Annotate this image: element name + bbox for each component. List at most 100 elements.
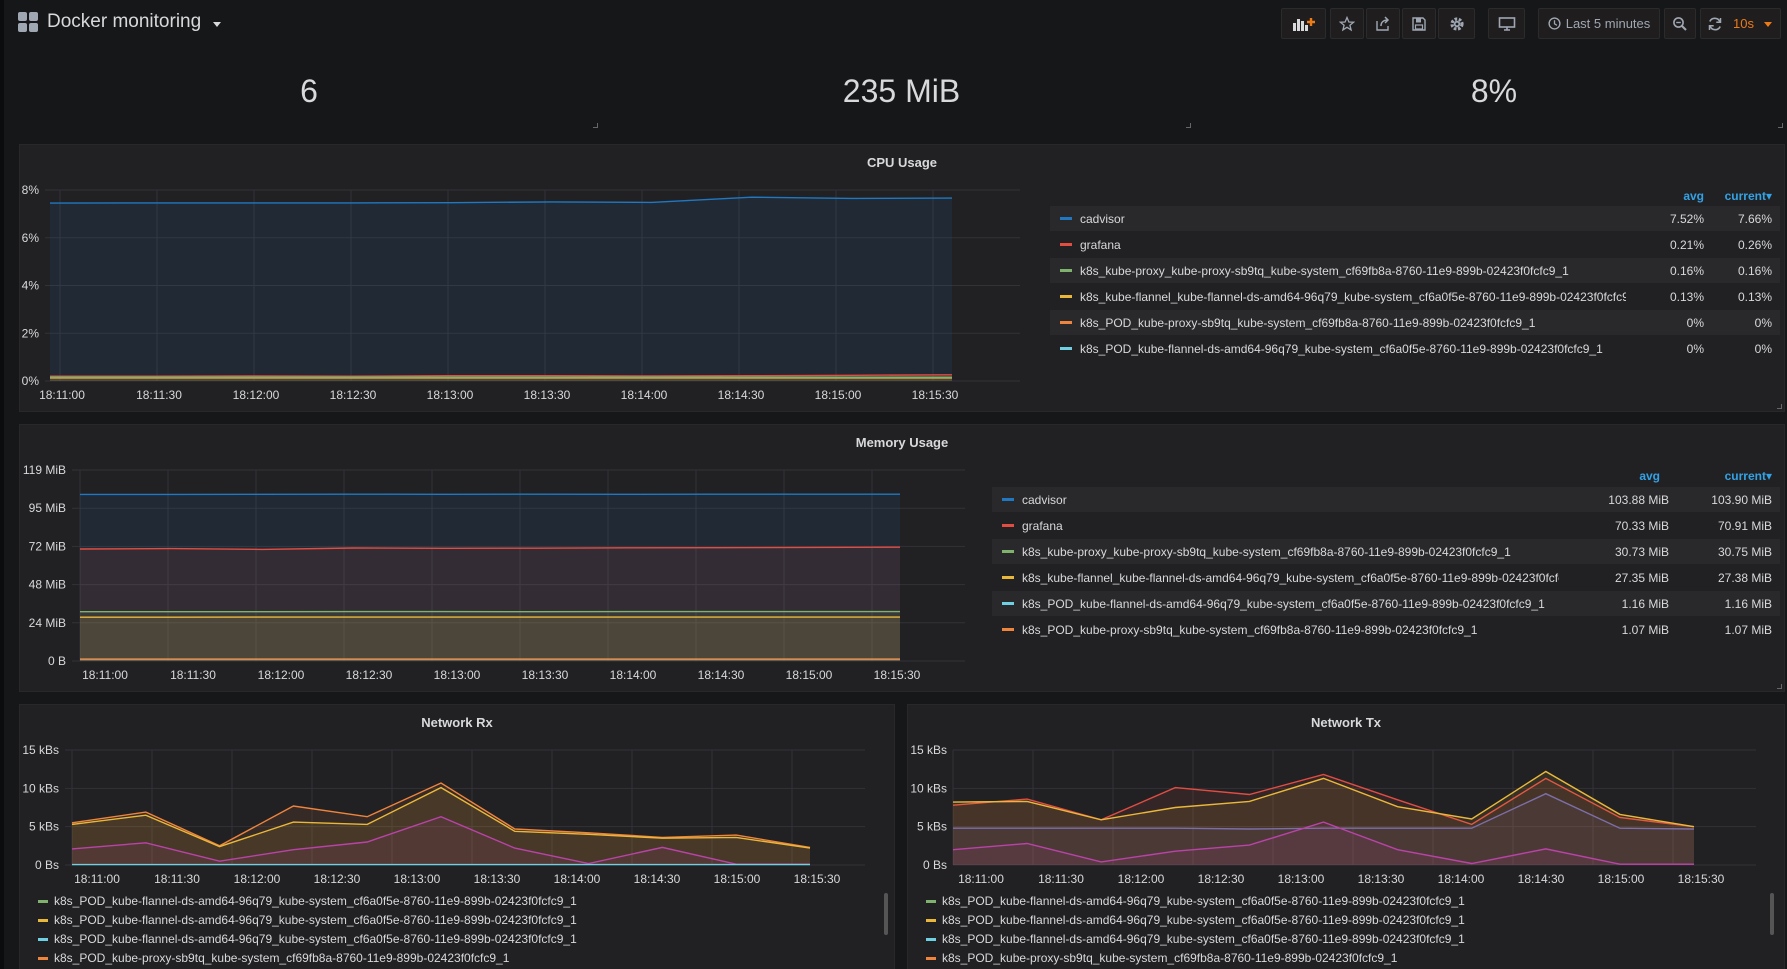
legend-item[interactable]: k8s_POD_kube-flannel-ds-amd64-96q79_kube… — [38, 892, 577, 910]
resize-handle[interactable] — [1777, 404, 1782, 409]
panel-title[interactable]: Network Tx — [1310, 715, 1382, 730]
network-tx-graph[interactable]: 0 Bs 5 kBs 10 kBs 15 kBs 18:11:00 18:11:30 18:… — [908, 705, 1786, 905]
series-current: 1.16 MiB — [1724, 596, 1772, 611]
legend-item[interactable]: k8s_POD_kube-flannel-ds-amd64-96q79_kube… — [926, 911, 1465, 929]
series-color-swatch[interactable] — [1002, 576, 1014, 579]
series-color-swatch[interactable] — [38, 899, 48, 903]
series-color-swatch[interactable] — [1002, 524, 1014, 527]
legend-sort-current[interactable]: current▾ — [1724, 469, 1772, 483]
panel-title[interactable]: Network Rx — [421, 715, 493, 730]
share-dashboard-button[interactable] — [1366, 8, 1400, 39]
legend-row[interactable]: k8s_kube-flannel_kube-flannel-ds-amd64-9… — [1050, 284, 1780, 309]
series-name[interactable]: grafana — [1080, 237, 1121, 252]
legend-row[interactable]: grafana 70.33 MiB 70.91 MiB — [992, 513, 1780, 538]
series-name[interactable]: k8s_POD_kube-flannel-ds-amd64-96q79_kube… — [942, 932, 1465, 946]
x-tick-label: 18:15:30 — [794, 872, 841, 886]
series-name[interactable]: cadvisor — [1080, 211, 1125, 226]
refresh-picker[interactable]: 10s — [1700, 8, 1781, 39]
legend-scrollbar[interactable] — [1770, 893, 1774, 935]
legend-row[interactable]: k8s_kube-proxy_kube-proxy-sb9tq_kube-sys… — [992, 539, 1780, 564]
legend-sort-avg[interactable]: avg — [1683, 189, 1704, 203]
panel-title[interactable]: Memory Usage — [855, 435, 949, 450]
cpu-usage-graph[interactable]: 0% 2% 4% 6% 8% 18:11:00 18:11:30 18:12:00 18:12:… — [20, 145, 1040, 413]
series-color-swatch[interactable] — [1060, 321, 1072, 324]
time-range-picker[interactable]: Last 5 minutes — [1538, 8, 1660, 39]
legend-row[interactable]: cadvisor 103.88 MiB 103.90 MiB — [992, 487, 1780, 512]
series-name[interactable]: k8s_POD_kube-flannel-ds-amd64-96q79_kube… — [54, 932, 577, 946]
series-avg: 1.07 MiB — [1621, 622, 1669, 637]
series-color-swatch[interactable] — [926, 956, 936, 960]
series-color-swatch[interactable] — [38, 918, 48, 922]
series-color-swatch[interactable] — [1060, 217, 1072, 220]
series-name[interactable]: k8s_POD_kube-proxy-sb9tq_kube-system_cf6… — [1080, 315, 1536, 330]
resize-handle[interactable] — [1778, 123, 1783, 128]
y-tick-label: 24 MiB — [29, 616, 66, 630]
series-color-swatch[interactable] — [1060, 269, 1072, 272]
series-color-swatch[interactable] — [38, 956, 48, 960]
series-name[interactable]: k8s_POD_kube-proxy-sb9tq_kube-system_cf6… — [54, 951, 510, 965]
resize-handle[interactable] — [1186, 123, 1191, 128]
legend-scrollbar[interactable] — [884, 893, 888, 935]
stat-value-cpu: 8% — [1470, 72, 1518, 109]
memory-usage-graph[interactable]: 0 B 24 MiB 48 MiB 72 MiB 95 MiB 119 MiB 18:11:… — [20, 425, 990, 693]
series-current: 30.75 MiB — [1717, 544, 1772, 559]
network-rx-graph[interactable]: 0 Bs 5 kBs 10 kBs 15 kBs 18:11:00 18:11:30 18:… — [20, 705, 896, 905]
series-color-swatch[interactable] — [926, 899, 936, 903]
series-color-swatch[interactable] — [1002, 628, 1014, 631]
legend-row[interactable]: k8s_kube-proxy_kube-proxy-sb9tq_kube-sys… — [1050, 258, 1780, 283]
legend-row[interactable]: k8s_kube-flannel_kube-flannel-ds-amd64-9… — [992, 565, 1780, 590]
series-name[interactable]: k8s_POD_kube-flannel-ds-amd64-96q79_kube… — [1080, 341, 1603, 356]
x-tick-label: 18:11:00 — [39, 388, 85, 402]
legend-sort-avg[interactable]: avg — [1639, 469, 1660, 483]
legend-item[interactable]: k8s_POD_kube-flannel-ds-amd64-96q79_kube… — [38, 911, 577, 929]
series-name[interactable]: k8s_POD_kube-flannel-ds-amd64-96q79_kube… — [54, 894, 577, 908]
legend-row[interactable]: k8s_POD_kube-flannel-ds-amd64-96q79_kube… — [992, 591, 1780, 616]
series-color-swatch[interactable] — [926, 918, 936, 922]
legend-row[interactable]: k8s_POD_kube-proxy-sb9tq_kube-system_cf6… — [1050, 310, 1780, 335]
legend-row[interactable]: k8s_POD_kube-proxy-sb9tq_kube-system_cf6… — [992, 617, 1780, 642]
legend-row[interactable]: k8s_POD_kube-flannel-ds-amd64-96q79_kube… — [1050, 336, 1780, 361]
series-name[interactable]: k8s_kube-flannel_kube-flannel-ds-amd64-9… — [1080, 289, 1626, 304]
legend-item[interactable]: k8s_POD_kube-proxy-sb9tq_kube-system_cf6… — [38, 949, 509, 967]
y-tick-label: 0 Bs — [923, 858, 947, 872]
series-color-swatch[interactable] — [1002, 550, 1014, 553]
x-tick-label: 18:14:00 — [554, 872, 601, 886]
save-dashboard-button[interactable] — [1402, 8, 1436, 39]
series-color-swatch[interactable] — [926, 937, 936, 941]
view-mode-button[interactable] — [1488, 8, 1525, 39]
series-color-swatch[interactable] — [1002, 602, 1014, 605]
legend-row[interactable]: cadvisor 7.52% 7.66% — [1050, 206, 1780, 231]
series-name[interactable]: cadvisor — [1022, 492, 1067, 507]
series-name[interactable]: k8s_kube-proxy_kube-proxy-sb9tq_kube-sys… — [1022, 544, 1511, 559]
legend-row[interactable]: grafana 0.21% 0.26% — [1050, 232, 1780, 257]
series-color-swatch[interactable] — [1060, 243, 1072, 246]
legend-item[interactable]: k8s_POD_kube-flannel-ds-amd64-96q79_kube… — [926, 930, 1465, 948]
series-name[interactable]: k8s_POD_kube-proxy-sb9tq_kube-system_cf6… — [942, 951, 1398, 965]
resize-handle[interactable] — [593, 123, 598, 128]
series-color-swatch[interactable] — [1060, 347, 1072, 350]
series-name[interactable]: k8s_POD_kube-proxy-sb9tq_kube-system_cf6… — [1022, 622, 1478, 637]
zoom-out-button[interactable] — [1664, 8, 1696, 39]
series-name[interactable]: k8s_kube-proxy_kube-proxy-sb9tq_kube-sys… — [1080, 263, 1569, 278]
dashboard-picker[interactable]: Docker monitoring — [18, 11, 222, 33]
add-panel-button[interactable] — [1281, 8, 1326, 39]
legend-sort-current[interactable]: current▾ — [1724, 189, 1772, 203]
series-name[interactable]: k8s_POD_kube-flannel-ds-amd64-96q79_kube… — [942, 894, 1465, 908]
legend-item[interactable]: k8s_POD_kube-flannel-ds-amd64-96q79_kube… — [38, 930, 577, 948]
dashboard-settings-button[interactable] — [1438, 8, 1475, 39]
series-name[interactable]: k8s_kube-flannel_kube-flannel-ds-amd64-9… — [1022, 570, 1559, 585]
series-line — [952, 821, 1694, 865]
series-name[interactable]: k8s_POD_kube-flannel-ds-amd64-96q79_kube… — [1022, 596, 1545, 611]
sidemenu-edge — [0, 0, 4, 969]
star-dashboard-button[interactable] — [1330, 8, 1364, 39]
series-name[interactable]: k8s_POD_kube-flannel-ds-amd64-96q79_kube… — [942, 913, 1465, 927]
series-name[interactable]: k8s_POD_kube-flannel-ds-amd64-96q79_kube… — [54, 913, 577, 927]
legend-item[interactable]: k8s_POD_kube-flannel-ds-amd64-96q79_kube… — [926, 892, 1465, 910]
series-color-swatch[interactable] — [38, 937, 48, 941]
series-color-swatch[interactable] — [1060, 295, 1072, 298]
series-name[interactable]: grafana — [1022, 518, 1063, 533]
resize-handle[interactable] — [1777, 684, 1782, 689]
panel-title[interactable]: CPU Usage — [866, 155, 938, 170]
series-color-swatch[interactable] — [1002, 498, 1014, 501]
legend-item[interactable]: k8s_POD_kube-proxy-sb9tq_kube-system_cf6… — [926, 949, 1397, 967]
